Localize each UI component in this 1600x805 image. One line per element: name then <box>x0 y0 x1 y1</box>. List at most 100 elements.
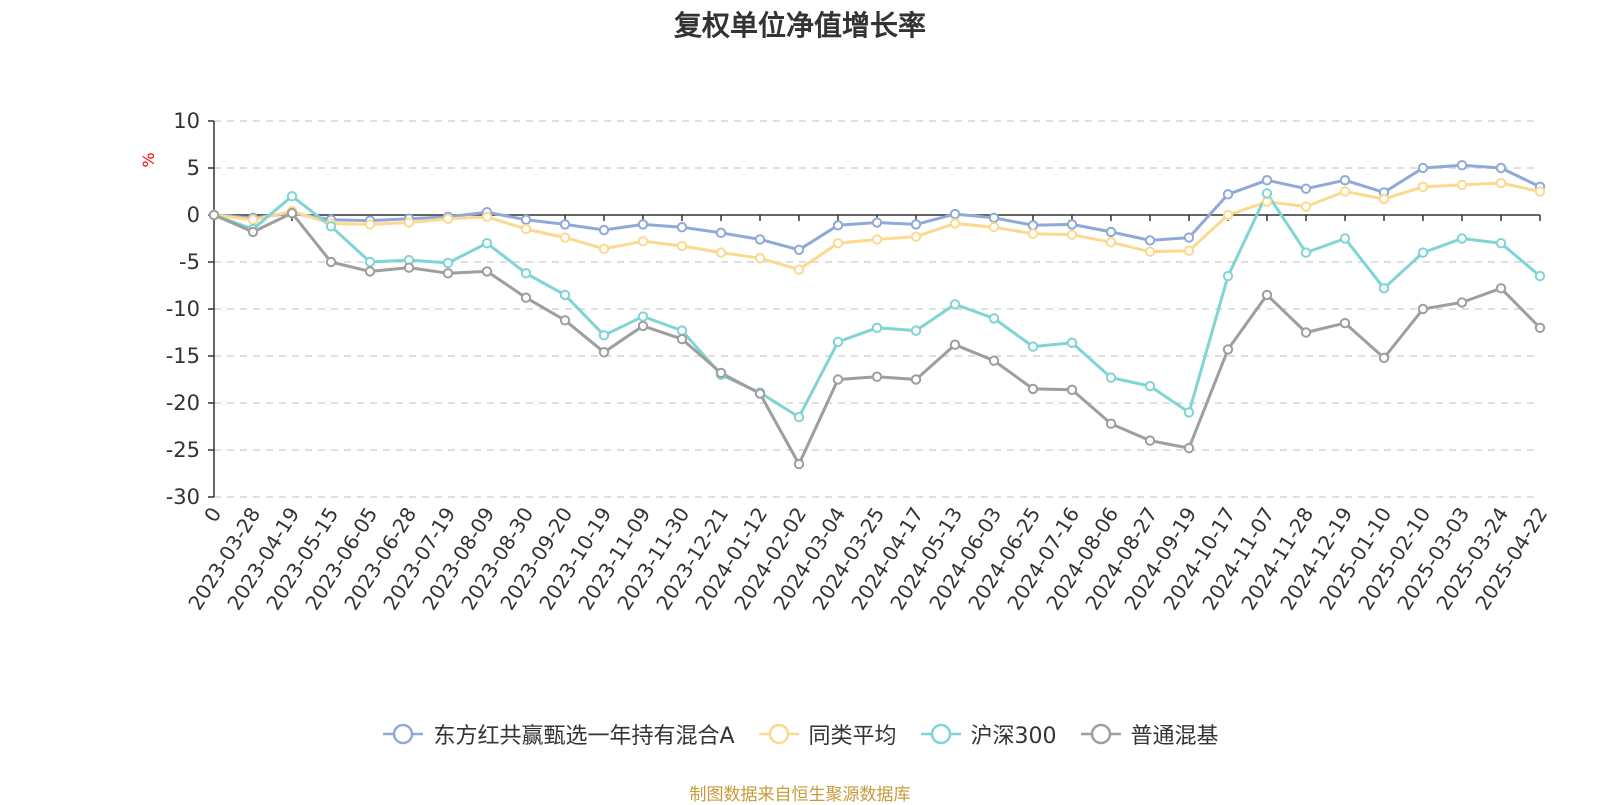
data-point <box>793 411 805 423</box>
data-point <box>325 221 337 232</box>
y-tick-label: -15 <box>166 344 200 368</box>
data-point <box>1339 233 1351 244</box>
data-point <box>598 330 610 341</box>
data-point <box>1105 237 1117 248</box>
data-point <box>1534 270 1546 282</box>
data-point <box>949 208 961 220</box>
data-point <box>1417 162 1429 174</box>
data-point <box>1183 442 1195 454</box>
data-point <box>1495 162 1507 174</box>
data-point <box>1066 384 1078 396</box>
legend-symbol-icon <box>758 723 799 745</box>
data-point <box>1495 283 1507 294</box>
data-point <box>364 256 376 268</box>
data-point <box>481 211 493 223</box>
data-point <box>832 336 844 348</box>
legend-item[interactable]: 普通混基 <box>1079 718 1219 750</box>
data-point <box>286 207 298 219</box>
data-point <box>754 253 766 264</box>
data-point <box>871 234 883 245</box>
data-point <box>1417 303 1429 315</box>
data-point <box>832 374 844 385</box>
data-point <box>1456 297 1468 308</box>
data-point <box>637 219 649 230</box>
data-point <box>364 219 376 230</box>
chart-title: 复权单位净值增长率 <box>673 9 926 42</box>
data-point <box>598 243 610 255</box>
legend-item[interactable]: 东方红共赢甄选一年持有混合A <box>381 718 735 750</box>
y-tick-label: -20 <box>166 391 200 415</box>
data-point <box>1339 186 1351 197</box>
data-point <box>1027 228 1039 240</box>
legend-symbol-icon <box>383 723 424 745</box>
data-point <box>832 238 844 249</box>
source-note: 制图数据来自恒生聚源数据库 <box>689 785 911 805</box>
legend-item[interactable]: 同类平均 <box>757 718 897 750</box>
data-point <box>1534 322 1546 333</box>
y-axis-label: % <box>139 152 158 167</box>
data-point <box>1105 226 1117 238</box>
data-point <box>988 313 1000 324</box>
data-point <box>1027 341 1039 352</box>
data-point <box>1105 418 1117 429</box>
legend-label: 东方红共赢甄选一年持有混合A <box>433 724 735 749</box>
data-point <box>832 220 844 231</box>
data-point <box>559 315 571 326</box>
data-point <box>1144 435 1156 446</box>
data-point <box>871 371 883 382</box>
data-point <box>403 262 415 273</box>
data-point <box>793 264 805 275</box>
data-point <box>1144 380 1156 392</box>
data-point <box>1027 220 1039 231</box>
data-point <box>1339 317 1351 329</box>
data-point <box>1300 247 1312 258</box>
data-point <box>910 231 922 242</box>
data-point <box>481 266 493 277</box>
y-tick-label: 10 <box>173 109 200 133</box>
data-point <box>520 292 532 303</box>
data-point <box>793 244 805 255</box>
data-point <box>481 238 493 249</box>
data-point <box>949 299 961 310</box>
series-lines <box>212 163 1542 466</box>
data-point <box>1183 245 1195 256</box>
data-point <box>910 219 922 230</box>
data-point <box>988 212 1000 224</box>
data-point <box>1222 209 1234 221</box>
data-point <box>520 223 532 235</box>
data-point <box>1261 188 1273 199</box>
data-point <box>637 311 649 322</box>
data-point <box>949 218 961 229</box>
data-point <box>403 217 415 228</box>
data-point <box>1456 179 1468 191</box>
data-point <box>910 374 922 385</box>
legend-marker <box>768 723 789 745</box>
data-point <box>520 268 532 279</box>
legend-item[interactable]: 沪深300 <box>919 718 1057 750</box>
data-point <box>715 247 727 258</box>
data-point <box>1378 352 1390 364</box>
data-point <box>1066 229 1078 240</box>
data-point <box>1222 270 1234 282</box>
data-point <box>910 325 922 336</box>
data-point <box>1495 238 1507 249</box>
data-point <box>988 222 1000 233</box>
x-tick-label: 0 <box>199 503 226 527</box>
data-point <box>949 339 961 350</box>
data-point <box>286 191 298 202</box>
data-point <box>1144 235 1156 246</box>
data-point <box>442 257 454 269</box>
data-point <box>1300 327 1312 338</box>
data-point <box>1144 246 1156 257</box>
legend-marker <box>1090 723 1111 745</box>
data-point <box>1066 219 1078 230</box>
data-point <box>598 347 610 358</box>
data-point <box>442 268 454 279</box>
y-tick-label: 5 <box>187 156 200 180</box>
data-point <box>1027 383 1039 395</box>
legend-label: 同类平均 <box>808 724 897 749</box>
y-tick-label: -10 <box>166 297 200 321</box>
legend: 东方红共赢甄选一年持有混合A 同类平均 沪深300 普通混基 <box>0 718 1600 750</box>
data-point <box>247 226 259 238</box>
